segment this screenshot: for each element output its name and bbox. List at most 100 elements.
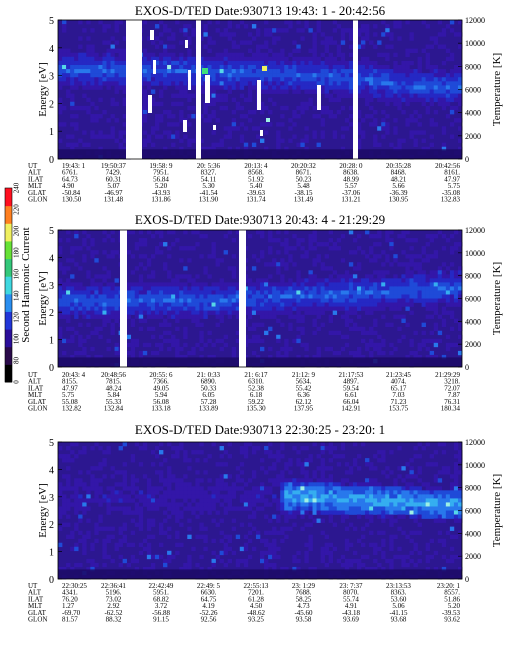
spectrogram-cell [146, 64, 152, 70]
spectrogram-cell [288, 60, 293, 66]
spectrogram-cell [183, 93, 188, 98]
spectrogram-cell [183, 60, 188, 66]
orbit-table-cell: 133.18 [151, 405, 171, 413]
spectrogram-cell [154, 122, 160, 127]
y-tick-label: 2 [49, 99, 54, 110]
spectrogram-cell [328, 60, 334, 66]
spectrogram-cell [74, 234, 79, 239]
spectrogram-cell [243, 558, 249, 564]
spectrogram-cell [227, 538, 233, 544]
spectrogram-cell [247, 522, 253, 527]
spectrogram-cell [171, 286, 176, 291]
spectrogram-cell [393, 254, 398, 259]
spectrogram-cell [449, 498, 455, 503]
spectrogram-cell [393, 130, 398, 135]
spectrogram-cell [373, 294, 378, 299]
spectrogram-cell [312, 518, 317, 523]
spectrogram-cell [171, 93, 176, 98]
spectrogram-cell [449, 85, 455, 90]
spectrogram-cell [356, 490, 362, 495]
spectrogram-cell [433, 462, 439, 467]
spectrogram-cell [397, 314, 402, 319]
spectrogram-cell [288, 502, 293, 507]
spectrogram-cell [86, 302, 91, 307]
spectrogram-cell [288, 314, 293, 319]
spectrogram-cell [296, 81, 301, 86]
spectrogram-cell [272, 89, 277, 94]
spectrogram-cell [219, 52, 224, 58]
spectrogram-cell [94, 490, 99, 495]
spectrogram-cell [449, 52, 455, 58]
spectrogram-cell [191, 246, 196, 251]
spectrogram-cell [288, 486, 293, 491]
spectrogram-cell [324, 36, 329, 41]
spectrogram-cell [316, 114, 321, 119]
spectrogram-cell [58, 278, 63, 283]
spectrogram-cell [441, 554, 447, 560]
spectrogram-cell [332, 242, 338, 247]
spectrogram-cell [361, 486, 366, 491]
spectrogram-cell [409, 506, 414, 511]
spectrogram-cell [457, 334, 463, 340]
spectrogram-cell [284, 518, 289, 523]
spectrogram-cell [195, 514, 200, 519]
spectrogram-cell [433, 326, 439, 332]
spectrogram-cell [324, 69, 329, 74]
spectrogram-cell [231, 354, 237, 360]
orbit-table-cell: 6630. [201, 589, 217, 597]
spectrogram-cell [457, 530, 463, 535]
spectrogram-cell [304, 134, 309, 139]
spectrogram-cell [449, 482, 455, 487]
spectrogram-cell [130, 530, 136, 535]
spectrogram-cell [356, 81, 362, 86]
spectrogram-cell [389, 502, 394, 507]
spectrogram-cell [320, 494, 325, 499]
spectrogram-cell [215, 262, 220, 267]
spectrogram-cell [150, 566, 156, 572]
spectrogram-cell [389, 450, 394, 455]
spectrogram-cell [397, 262, 402, 267]
spectrogram-cell [276, 450, 281, 455]
spectrogram-cell [457, 470, 463, 475]
spectrogram-cell [179, 274, 184, 279]
spectrogram-cell [308, 64, 313, 70]
spectrogram-cell [138, 526, 144, 531]
spectrogram-cell [324, 302, 329, 307]
spectrogram-cell [235, 486, 241, 491]
hot-pixel [262, 66, 267, 71]
spectrogram-cell [389, 522, 394, 527]
spectrogram-cell [453, 514, 459, 519]
spectrogram-cell [154, 114, 160, 119]
spectrogram-cell [373, 142, 378, 148]
spectrogram-cell [70, 310, 75, 315]
spectrogram-cell [373, 32, 378, 37]
spectrogram-cell [409, 130, 414, 135]
spectrogram-cell [312, 258, 317, 263]
spectrogram-cell [405, 498, 410, 503]
spectrogram-cell [154, 298, 160, 303]
spectrogram-cell [332, 486, 338, 491]
spectrogram-cell [231, 526, 237, 531]
orbit-row-label: ILAT [28, 595, 44, 603]
spectrogram-cell [320, 40, 325, 45]
spectrogram-cell [300, 498, 305, 503]
spectrogram-cell [389, 306, 394, 311]
spectrogram-cell [276, 530, 281, 535]
spectrogram-cell [401, 274, 406, 279]
spectrogram-cell [268, 442, 273, 447]
spectrogram-cell [66, 502, 71, 507]
spectrogram-cell [74, 81, 79, 86]
spectrogram-cell [110, 77, 115, 82]
spectrogram-cell [389, 32, 394, 37]
spectrogram-cell [62, 302, 67, 307]
spectrogram-cell [417, 64, 422, 70]
spectrogram-cell [324, 56, 329, 62]
spectrogram-cell [425, 346, 430, 352]
spectrogram-cell [312, 282, 317, 287]
spectrogram-cell [272, 530, 277, 535]
spectrogram-cell [142, 546, 148, 552]
spectrogram-cell [207, 294, 212, 299]
spectrogram-cell [453, 118, 459, 123]
spectrogram-cell [167, 554, 172, 560]
spectrogram-cell [268, 274, 273, 279]
